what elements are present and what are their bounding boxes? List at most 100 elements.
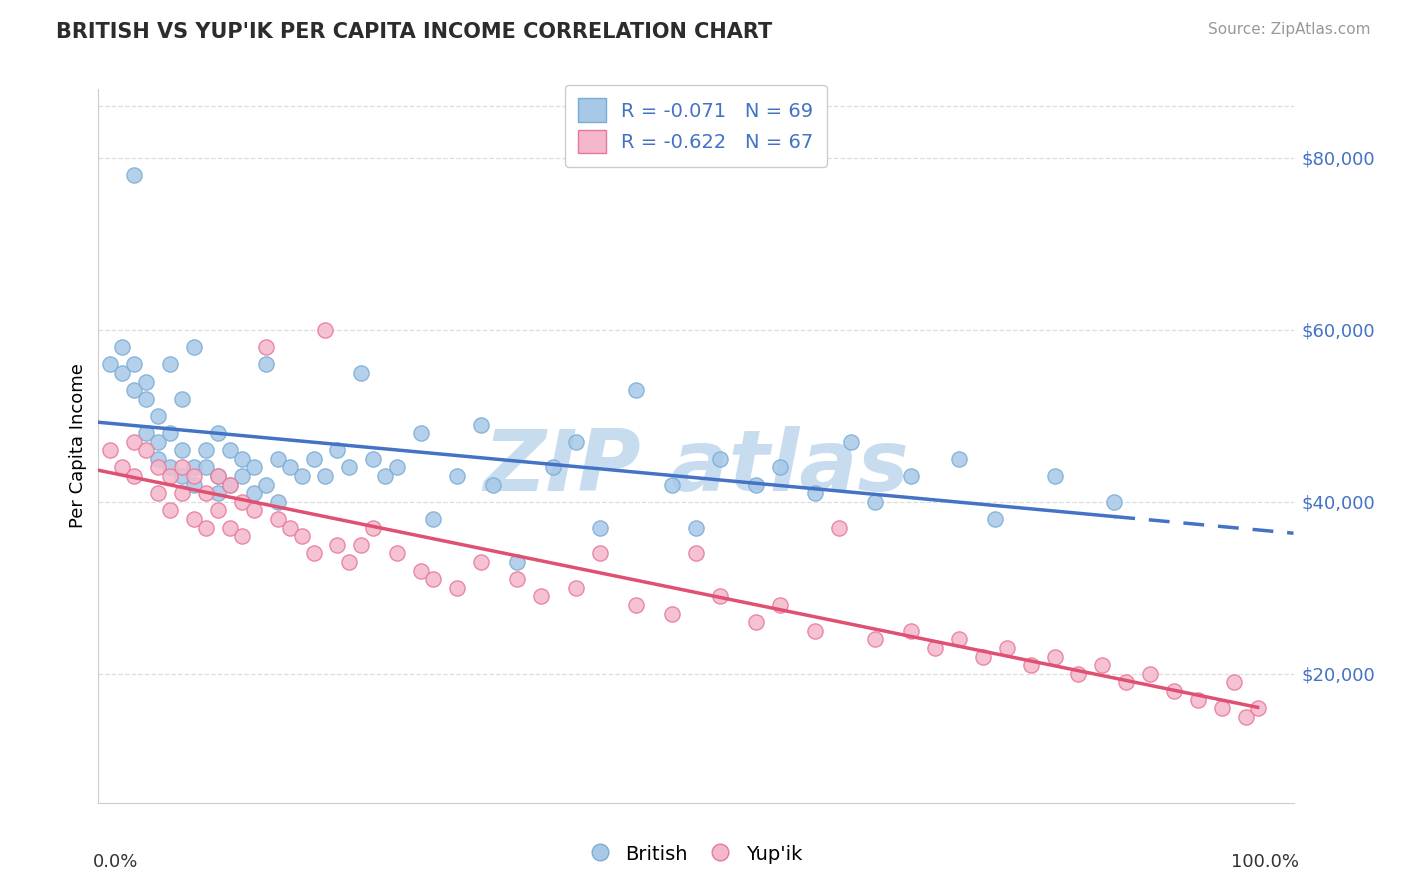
Point bbox=[231, 495, 253, 509]
Point bbox=[661, 477, 683, 491]
Legend: British, Yup'ik: British, Yup'ik bbox=[582, 836, 810, 871]
Point bbox=[565, 581, 588, 595]
Point bbox=[374, 469, 396, 483]
Text: ZIP atlas: ZIP atlas bbox=[484, 425, 908, 509]
Point bbox=[135, 392, 157, 406]
Point bbox=[385, 460, 409, 475]
Point bbox=[804, 624, 827, 638]
Point bbox=[111, 366, 134, 380]
Point bbox=[411, 426, 433, 441]
Point bbox=[124, 434, 146, 449]
Point bbox=[315, 323, 337, 337]
Point bbox=[183, 512, 205, 526]
Point bbox=[900, 469, 922, 483]
Point bbox=[98, 357, 122, 371]
Point bbox=[589, 521, 612, 535]
Point bbox=[1163, 684, 1185, 698]
Y-axis label: Per Capita Income: Per Capita Income bbox=[69, 364, 87, 528]
Point bbox=[231, 469, 253, 483]
Point bbox=[159, 357, 181, 371]
Point bbox=[841, 434, 863, 449]
Point bbox=[124, 469, 146, 483]
Point bbox=[828, 521, 851, 535]
Point bbox=[148, 486, 170, 500]
Point bbox=[267, 512, 290, 526]
Point bbox=[207, 503, 229, 517]
Point bbox=[745, 615, 768, 630]
Point bbox=[159, 469, 181, 483]
Point bbox=[804, 486, 827, 500]
Point bbox=[159, 460, 181, 475]
Point bbox=[1211, 701, 1233, 715]
Point bbox=[231, 451, 253, 466]
Point bbox=[172, 469, 194, 483]
Point bbox=[948, 632, 970, 647]
Point bbox=[148, 434, 170, 449]
Point bbox=[159, 426, 181, 441]
Point bbox=[709, 451, 731, 466]
Point bbox=[243, 503, 266, 517]
Point bbox=[1104, 495, 1126, 509]
Point bbox=[326, 443, 349, 458]
Point bbox=[411, 564, 433, 578]
Point bbox=[1115, 675, 1137, 690]
Point bbox=[302, 451, 325, 466]
Point bbox=[363, 521, 385, 535]
Point bbox=[111, 460, 134, 475]
Point bbox=[254, 357, 277, 371]
Point bbox=[339, 460, 361, 475]
Point bbox=[195, 460, 218, 475]
Point bbox=[135, 426, 157, 441]
Point bbox=[363, 451, 385, 466]
Point bbox=[565, 434, 588, 449]
Point bbox=[207, 469, 229, 483]
Point bbox=[685, 521, 707, 535]
Point bbox=[243, 486, 266, 500]
Point bbox=[709, 590, 731, 604]
Point bbox=[124, 383, 146, 397]
Point bbox=[195, 486, 218, 500]
Point bbox=[1247, 701, 1270, 715]
Point bbox=[1187, 692, 1209, 706]
Point bbox=[148, 451, 170, 466]
Point bbox=[183, 460, 205, 475]
Point bbox=[183, 340, 205, 354]
Point bbox=[302, 546, 325, 560]
Point bbox=[135, 375, 157, 389]
Point bbox=[183, 469, 205, 483]
Point bbox=[995, 641, 1018, 656]
Point bbox=[124, 168, 146, 182]
Point bbox=[1234, 710, 1257, 724]
Point bbox=[315, 469, 337, 483]
Point bbox=[541, 460, 564, 475]
Point bbox=[470, 555, 492, 569]
Point bbox=[530, 590, 553, 604]
Point bbox=[1139, 666, 1161, 681]
Text: 100.0%: 100.0% bbox=[1232, 853, 1299, 871]
Point bbox=[231, 529, 253, 543]
Point bbox=[1091, 658, 1114, 673]
Point bbox=[148, 460, 170, 475]
Point bbox=[626, 598, 648, 612]
Point bbox=[172, 443, 194, 458]
Point bbox=[195, 443, 218, 458]
Point bbox=[195, 521, 218, 535]
Point bbox=[865, 495, 887, 509]
Point bbox=[135, 443, 157, 458]
Point bbox=[446, 581, 468, 595]
Text: BRITISH VS YUP'IK PER CAPITA INCOME CORRELATION CHART: BRITISH VS YUP'IK PER CAPITA INCOME CORR… bbox=[56, 22, 772, 42]
Point bbox=[207, 486, 229, 500]
Point bbox=[1043, 469, 1066, 483]
Point bbox=[172, 486, 194, 500]
Point bbox=[350, 366, 373, 380]
Point bbox=[685, 546, 707, 560]
Point bbox=[124, 357, 146, 371]
Point bbox=[243, 460, 266, 475]
Point bbox=[326, 538, 349, 552]
Point bbox=[219, 443, 242, 458]
Point bbox=[422, 572, 444, 586]
Point bbox=[148, 409, 170, 423]
Point bbox=[183, 477, 205, 491]
Point bbox=[506, 572, 529, 586]
Point bbox=[1067, 666, 1090, 681]
